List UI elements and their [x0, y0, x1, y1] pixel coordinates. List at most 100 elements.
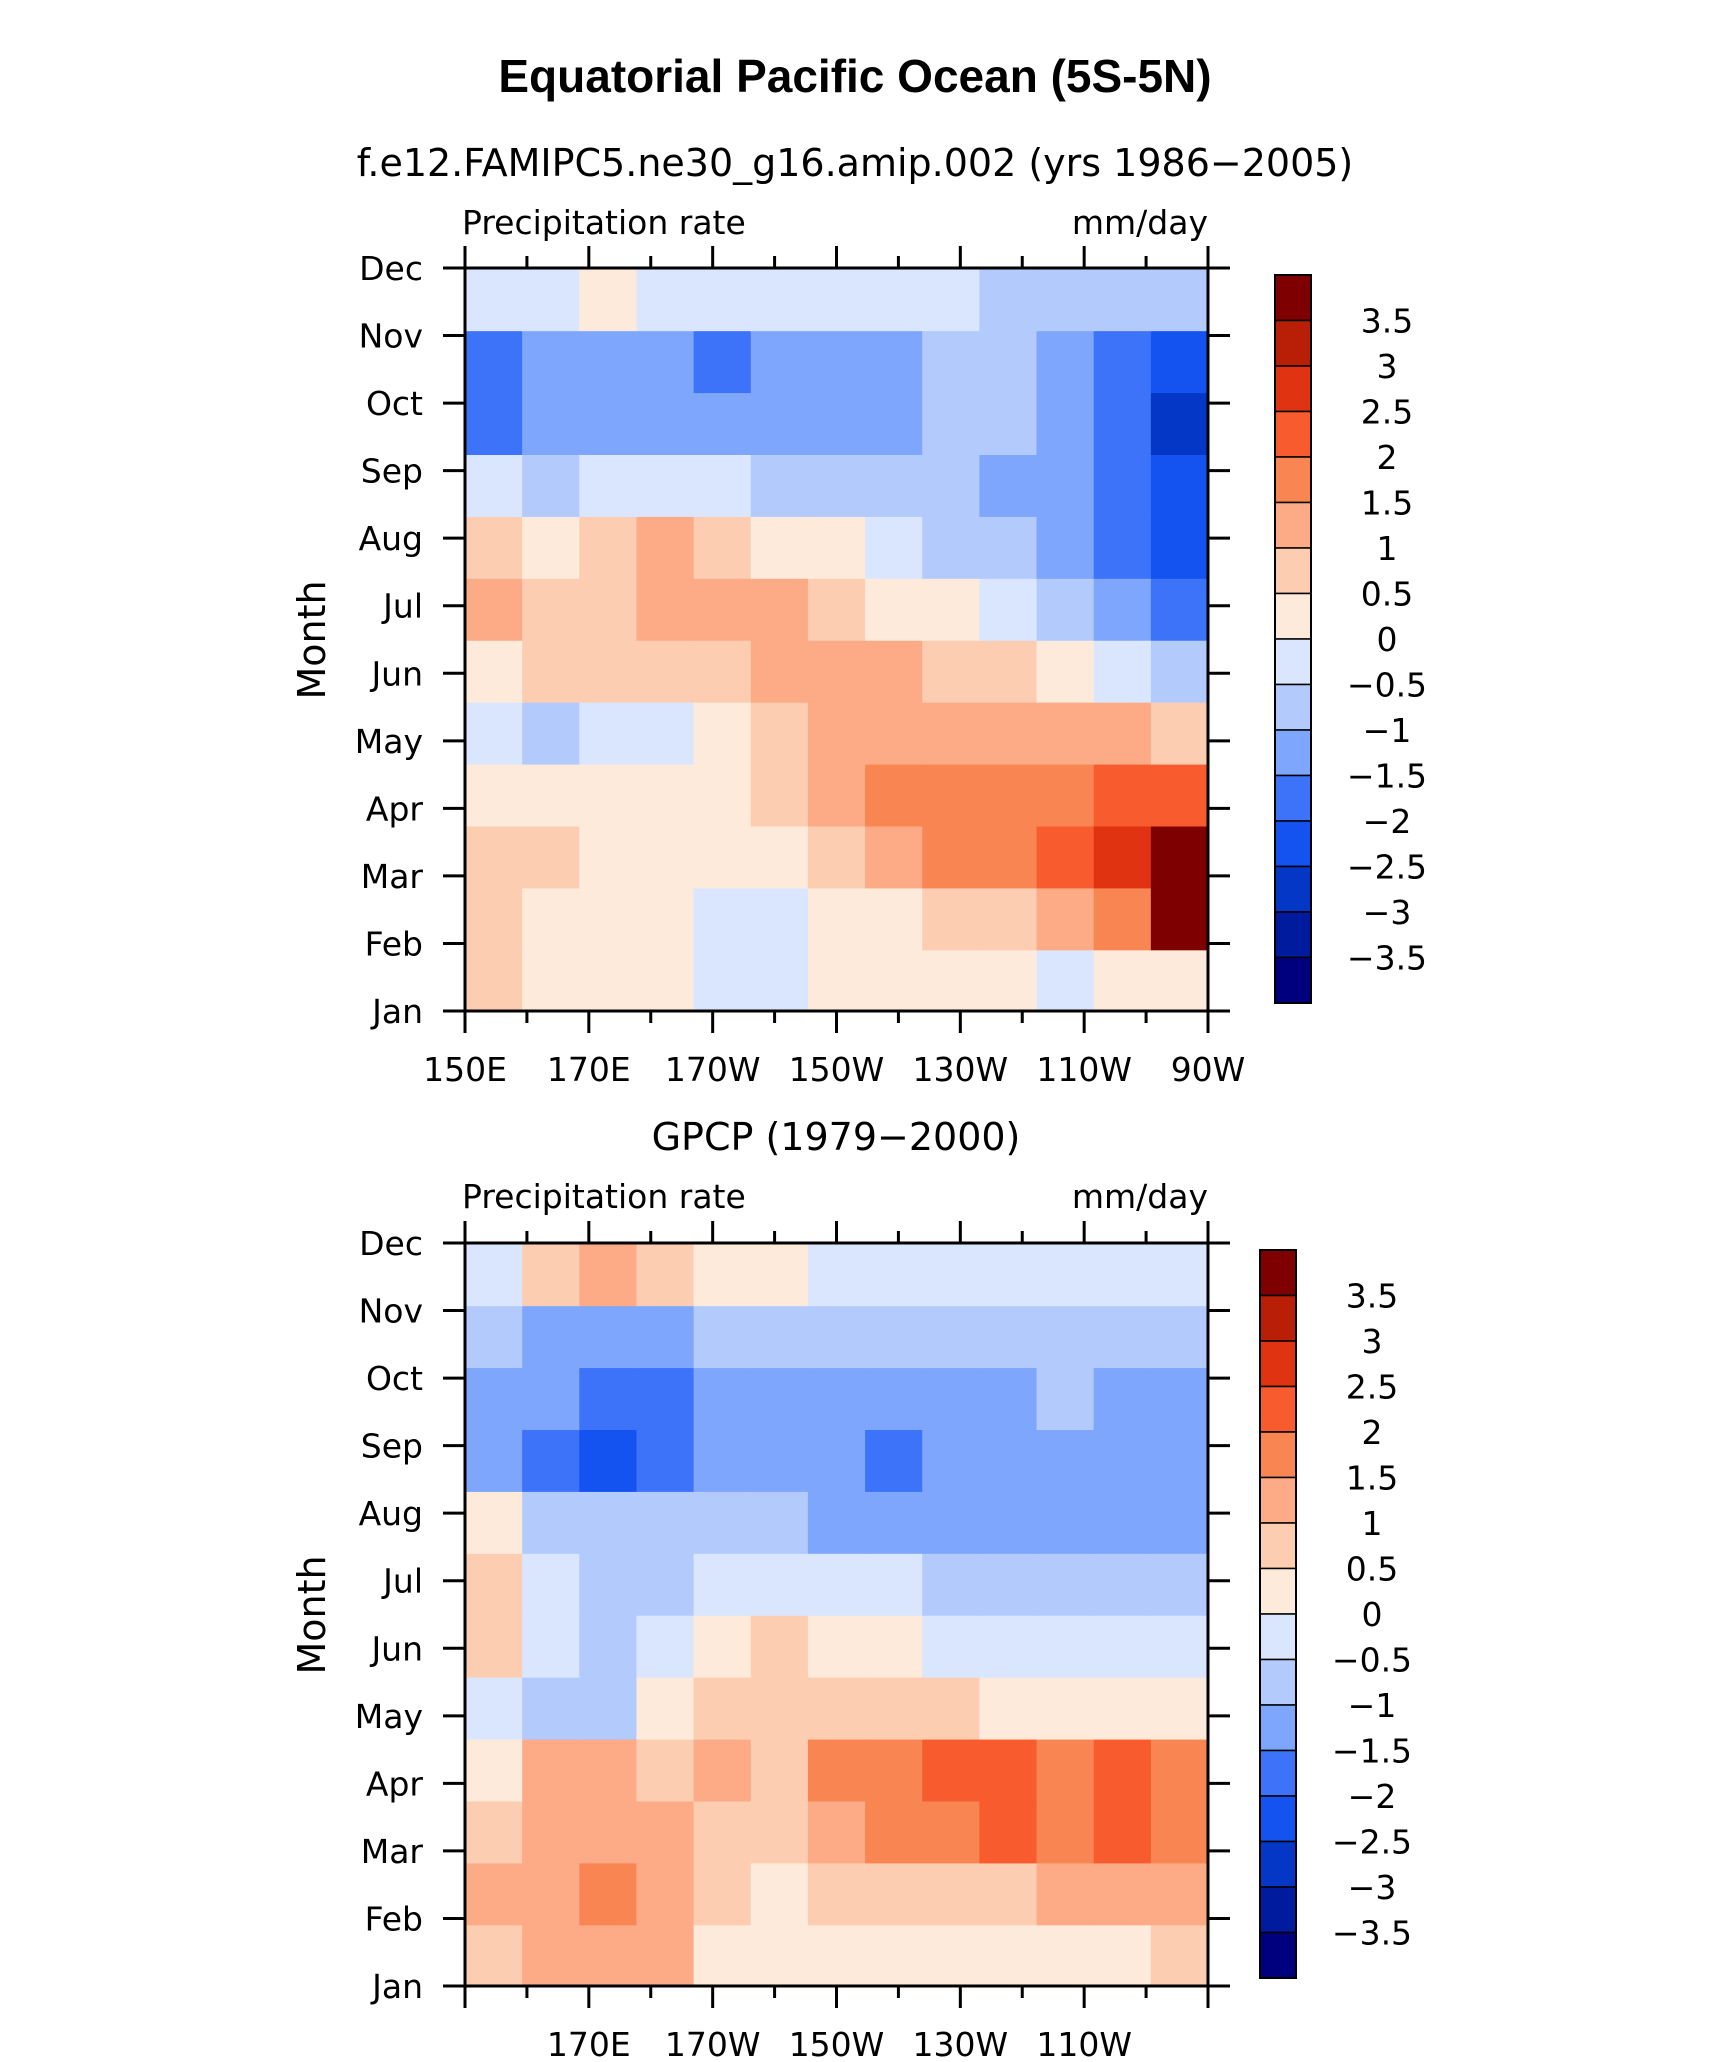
heatmap-cell: [1150, 1862, 1208, 1926]
heatmap-cell: [750, 1676, 810, 1740]
heatmap-cell: [750, 1738, 810, 1802]
heatmap-cell: [465, 268, 524, 332]
y-tick-label: Oct: [366, 1359, 423, 1398]
heatmap-cell: [579, 639, 638, 703]
heatmap-cell: [522, 1243, 581, 1307]
heatmap-cell: [465, 701, 524, 765]
heatmap-cell: [636, 1676, 695, 1740]
heatmap-cell: [636, 1924, 695, 1986]
heatmap-cell: [579, 1924, 638, 1986]
heatmap-cell: [750, 1428, 810, 1492]
axis-ticks: [443, 246, 1230, 1033]
heatmap-cell: [1093, 1800, 1152, 1864]
colorbar-swatch: [1259, 1840, 1297, 1888]
heatmap-cell: [750, 1366, 810, 1430]
heatmap-cell: [807, 329, 867, 394]
heatmap-cell: [1036, 1304, 1095, 1369]
heatmap-cell: [1150, 1800, 1208, 1864]
colorbar-frame: [1274, 274, 1312, 1004]
heatmap-cell: [579, 949, 638, 1011]
heatmap-cell: [1036, 887, 1095, 951]
heatmap-cell: [693, 577, 752, 641]
heatmap-cell: [865, 1428, 924, 1492]
heatmap-cell: [636, 763, 695, 827]
heatmap-cell: [522, 887, 581, 951]
heatmap-cell: [750, 1304, 810, 1369]
heatmap-cell: [636, 1552, 695, 1616]
heatmap-cell: [522, 1490, 581, 1554]
colorbar: 3.5 3 2.5 2 1.5 1 0.5 0 −0.5 −1 −1.5 −2 −2.5 −3 −3.5: [1259, 1249, 1412, 1979]
y-axis-label: Month: [290, 1555, 334, 1674]
heatmap-cell: [693, 1800, 752, 1864]
y-tick-label: Dec: [359, 249, 423, 288]
heatmap-cell: [1150, 1676, 1208, 1740]
colorbar-label: 1.5: [1361, 484, 1413, 523]
heatmap-cell: [807, 391, 867, 455]
heatmap-cell: [1093, 639, 1152, 703]
x-tick-label: 110W: [1036, 2025, 1132, 2062]
heatmap-cell: [465, 949, 524, 1011]
heatmap-cell: [465, 1800, 524, 1864]
heatmap-cell: [465, 1738, 524, 1802]
colorbar-swatch: [1259, 1886, 1297, 1934]
colorbar-label: −2.5: [1332, 1823, 1412, 1862]
heatmap-cell: [750, 329, 810, 394]
colorbar-label: −2: [1363, 802, 1412, 841]
heatmap-cell: [750, 391, 810, 455]
heatmap-cell: [522, 701, 581, 765]
heatmap-cell: [1150, 391, 1208, 455]
heatmap-cell: [922, 1243, 981, 1307]
colorbar-swatch: [1274, 729, 1312, 777]
heatmap-cell: [579, 391, 638, 455]
heatmap-cell: [979, 887, 1038, 951]
heatmap-cell: [807, 639, 867, 703]
heatmap-cell: [579, 1490, 638, 1554]
heatmap-cell: [1093, 701, 1152, 765]
y-tick-label: Oct: [366, 384, 423, 423]
y-tick-label: Jun: [369, 1629, 423, 1668]
colorbar-label: 3.5: [1361, 302, 1413, 341]
heatmap-cell: [693, 1924, 752, 1986]
heatmap-cell: [1150, 701, 1208, 765]
heatmap-cell: [1036, 1552, 1095, 1616]
heatmap-cell: [522, 329, 581, 394]
heatmap-cell: [636, 1428, 695, 1492]
y-tick-label: Aug: [359, 1494, 423, 1533]
colorbar-label: 1: [1362, 1504, 1383, 1543]
y-tick-label: Aug: [359, 519, 423, 558]
y-tick-label: Nov: [359, 1292, 423, 1331]
y-tick-label: Dec: [359, 1224, 423, 1263]
y-tick-label: Feb: [365, 924, 423, 963]
y-tick-label: Sep: [361, 1427, 423, 1466]
heatmap-cell: [1093, 577, 1152, 641]
heatmap-cell: [1036, 1676, 1095, 1740]
x-tick-label: 110W: [1036, 1050, 1132, 1089]
heatmap-cell: [465, 1552, 524, 1616]
heatmap-cell: [1036, 1800, 1095, 1864]
heatmap-cell: [465, 1243, 524, 1307]
y-tick-label: Sep: [361, 452, 423, 491]
heatmap-cell: [579, 1862, 638, 1926]
heatmap-cell: [579, 825, 638, 889]
colorbar-swatch: [1274, 638, 1312, 686]
heatmap-cell: [636, 1862, 695, 1926]
heatmap-cell: [979, 1800, 1038, 1864]
colorbar-label: −0.5: [1347, 666, 1427, 705]
panel-observed: GPCP (1979−2000) Precipitation rate mm/d…: [290, 1115, 1412, 2062]
heatmap-cell: [693, 1552, 752, 1616]
heatmap-cell: [979, 1490, 1038, 1554]
heatmap-cell: [1150, 1552, 1208, 1616]
heatmap-cell: [807, 1366, 867, 1430]
heatmap-cell: [979, 1243, 1038, 1307]
heatmap-cell: [465, 825, 524, 889]
x-tick-label: 170W: [665, 1050, 761, 1089]
heatmap-cell: [465, 515, 524, 579]
y-tick-label: Jul: [381, 587, 423, 626]
heatmap-cell: [1036, 1366, 1095, 1430]
heatmap-cell: [636, 1614, 695, 1678]
heatmap-cell: [1036, 577, 1095, 641]
colorbar-swatch: [1274, 365, 1312, 413]
heatmap-cell: [1093, 1243, 1152, 1307]
y-tick-labels: Jan Feb Mar Apr May Jun Jul Aug Sep Oct Nov Dec: [355, 249, 424, 1031]
heatmap-cell: [465, 1676, 524, 1740]
